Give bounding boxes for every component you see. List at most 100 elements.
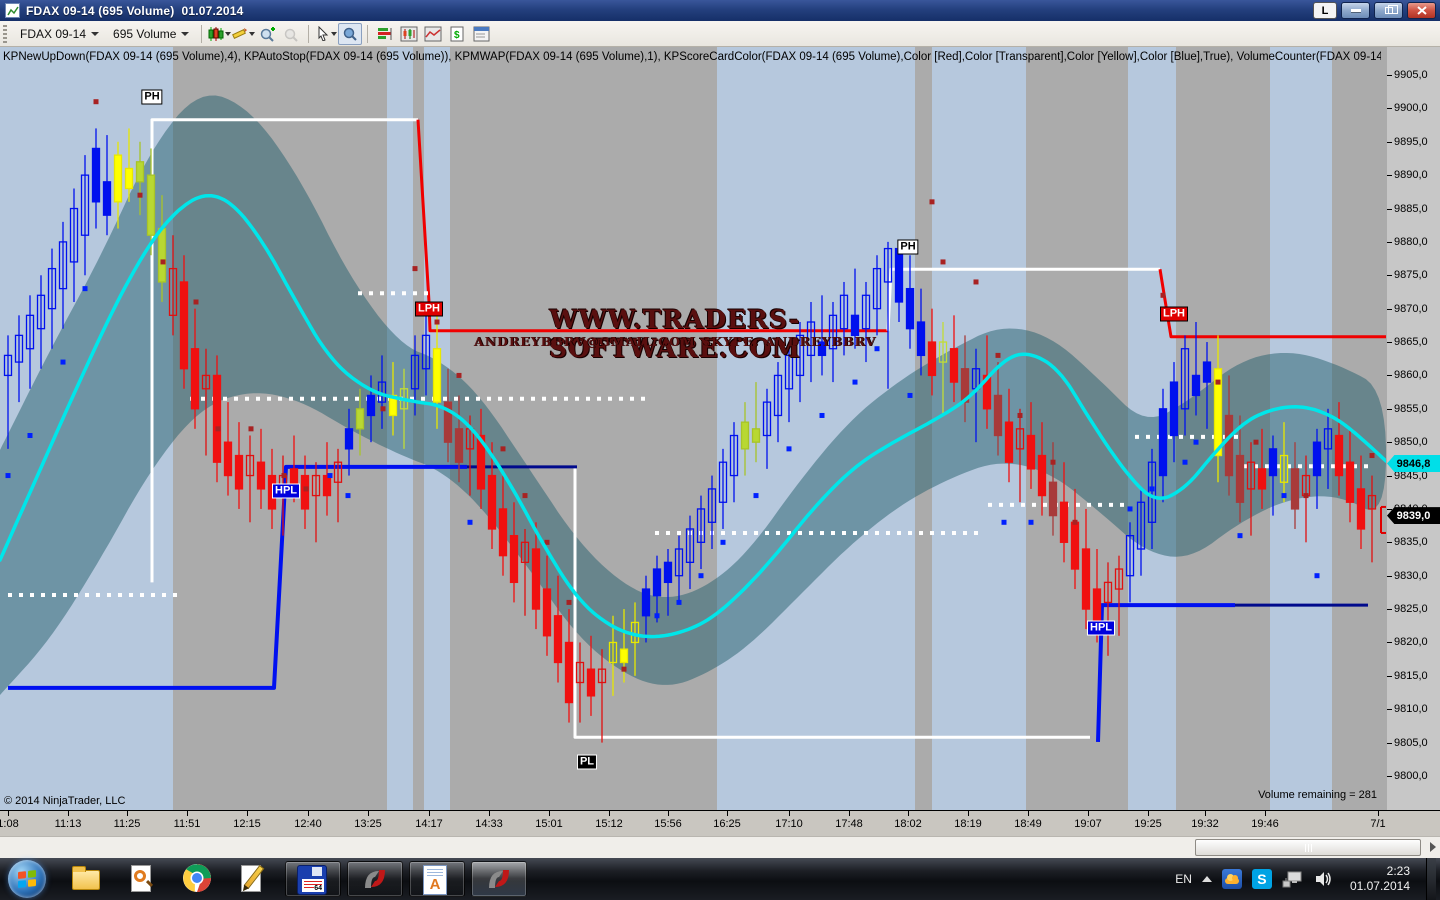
score-marker-red	[940, 259, 946, 265]
candle	[300, 455, 310, 529]
zoom-out-button[interactable]	[279, 23, 303, 45]
cloud-tray-icon[interactable]	[1221, 869, 1242, 889]
candle	[498, 475, 508, 576]
candle	[1136, 488, 1146, 576]
show-desktop-button[interactable]	[1426, 858, 1436, 900]
link-button[interactable]: L	[1313, 2, 1337, 19]
price-tick	[1387, 241, 1392, 243]
candle	[1334, 402, 1344, 496]
skype-tray-icon[interactable]: S	[1251, 869, 1272, 889]
chart-plot-area[interactable]: KPNewUpDown(FDAX 09-14 (695 Volume),4), …	[0, 47, 1386, 810]
market-analyzer-button[interactable]	[373, 23, 397, 45]
candle	[1213, 335, 1223, 483]
time-tick	[1088, 811, 1089, 816]
account-data-button[interactable]: $	[445, 23, 469, 45]
volume-tray-icon[interactable]	[1314, 870, 1334, 888]
candle	[883, 241, 893, 389]
candle	[47, 248, 57, 349]
explorer-taskbar-button[interactable]	[69, 862, 103, 896]
chrome-taskbar-button[interactable]	[181, 862, 215, 896]
time-tick-label: 14:17	[415, 818, 443, 830]
chart-canvas[interactable]	[0, 47, 1386, 810]
price-tick	[1387, 375, 1392, 377]
taskbar-clock[interactable]: 2:23 01.07.2014	[1350, 864, 1410, 894]
candle	[784, 342, 794, 423]
candle	[938, 322, 948, 416]
time-tick-label: 7/1	[1370, 818, 1386, 830]
ninjatrader-active-app-button[interactable]	[471, 861, 527, 897]
candle	[487, 442, 497, 549]
score-marker-red	[1303, 493, 1309, 499]
backup64-app-button[interactable]: 64	[285, 861, 341, 897]
instrument-selector[interactable]: FDAX 09-14	[13, 25, 106, 43]
new-chart-button[interactable]	[397, 23, 421, 45]
price-axis[interactable]: 9905,0 9900,0 9895,0 9890,0 9885,0 9880,0 9875…	[1387, 47, 1440, 810]
candle	[762, 388, 772, 469]
candle	[1015, 408, 1025, 503]
swing-label-ph: PH	[897, 239, 919, 255]
title-bar[interactable]: FDAX 09-14 (695 Volume) 01.07.2014 L	[0, 0, 1440, 21]
candle	[1158, 388, 1168, 503]
properties-button[interactable]	[469, 23, 493, 45]
interval-selector[interactable]: 695 Volume	[106, 25, 196, 43]
bars-icon	[377, 27, 392, 40]
candle	[564, 609, 574, 723]
candle	[916, 288, 926, 376]
candle	[25, 295, 35, 389]
candle	[773, 362, 783, 443]
time-tick	[308, 811, 309, 816]
notepad-taskbar-button[interactable]	[237, 862, 271, 896]
hidden-icons-arrow[interactable]	[1201, 876, 1212, 882]
start-button[interactable]	[8, 860, 46, 898]
time-tick-label: 17:48	[835, 818, 863, 830]
score-marker-blue	[907, 392, 913, 398]
candle	[707, 475, 717, 549]
data-box-button[interactable]	[338, 22, 363, 45]
time-axis[interactable]: 1:08 11:13 11:25 11:51 12:15 12:40 13:25 14:17 1…	[0, 810, 1440, 836]
score-marker-red	[1017, 412, 1023, 418]
search-doc-taskbar-button[interactable]	[125, 862, 159, 896]
candle	[1081, 508, 1091, 630]
scroll-right-arrow-icon[interactable]	[1430, 842, 1436, 852]
drawing-tools-button[interactable]	[231, 23, 256, 45]
pencil-icon	[232, 28, 248, 40]
candle	[1246, 442, 1256, 536]
candle	[806, 301, 816, 383]
indicator-summary-text[interactable]: KPNewUpDown(FDAX 09-14 (695 Volume),4), …	[3, 51, 1381, 63]
time-tick-label: 16:25	[713, 818, 741, 830]
candle	[1356, 455, 1366, 549]
scrollbar-thumb[interactable]	[1195, 839, 1421, 856]
candle	[58, 221, 68, 329]
score-marker-red	[160, 259, 166, 265]
chart-style-button[interactable]	[207, 23, 231, 45]
search-icon	[134, 870, 146, 882]
ninjatrader-app-button[interactable]	[347, 861, 403, 897]
score-marker-red	[500, 446, 506, 452]
line-chart-button[interactable]	[421, 23, 445, 45]
candle	[729, 422, 739, 503]
horizontal-scrollbar[interactable]	[0, 836, 1440, 858]
price-tick-label: 9800,0	[1394, 769, 1428, 782]
close-button[interactable]	[1407, 2, 1436, 19]
candle	[322, 442, 332, 516]
cursor-tool-button[interactable]	[314, 23, 338, 45]
price-tick	[1387, 742, 1392, 744]
score-marker-blue	[5, 473, 11, 479]
text-editor-app-button[interactable]: A	[409, 861, 465, 897]
score-marker-red	[1160, 292, 1166, 298]
candle	[179, 255, 189, 389]
toolbar-grip[interactable]	[3, 24, 7, 43]
candle	[949, 315, 959, 403]
zoom-in-button[interactable]	[255, 23, 279, 45]
language-indicator[interactable]: EN	[1175, 872, 1192, 886]
candle	[993, 362, 1003, 456]
price-tick-label: 9865,0	[1394, 336, 1428, 349]
chart-toolbar: FDAX 09-14 695 Volume	[0, 21, 1440, 47]
minimize-button[interactable]	[1341, 2, 1370, 19]
price-tick-label: 9825,0	[1394, 603, 1428, 616]
candle	[1114, 555, 1124, 636]
restore-button[interactable]	[1374, 2, 1403, 19]
time-tick	[968, 811, 969, 816]
network-tray-icon[interactable]	[1282, 869, 1304, 889]
time-tick-label: 11:25	[113, 818, 141, 830]
